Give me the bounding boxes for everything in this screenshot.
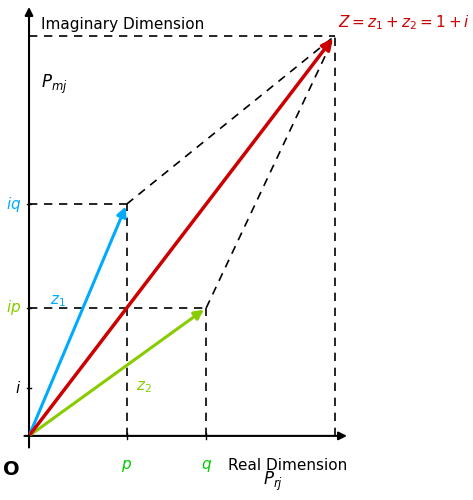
Text: $iq$: $iq$ <box>6 194 21 214</box>
Text: $q$: $q$ <box>201 458 212 474</box>
Text: Imaginary Dimension: Imaginary Dimension <box>41 17 204 32</box>
Text: O: O <box>3 460 20 479</box>
Text: $P_{rj}$: $P_{rj}$ <box>263 470 283 493</box>
Text: $z_2$: $z_2$ <box>136 380 152 395</box>
Text: Real Dimension: Real Dimension <box>228 458 347 473</box>
Text: $P_{mj}$: $P_{mj}$ <box>41 73 68 96</box>
Text: $Z = z_1 + z_2 = 1 + i$: $Z = z_1 + z_2 = 1 + i$ <box>338 14 470 32</box>
Text: $p$: $p$ <box>121 458 132 474</box>
Text: $i$: $i$ <box>15 380 21 396</box>
Text: $z_1$: $z_1$ <box>51 294 66 310</box>
Text: $ip$: $ip$ <box>6 298 21 318</box>
